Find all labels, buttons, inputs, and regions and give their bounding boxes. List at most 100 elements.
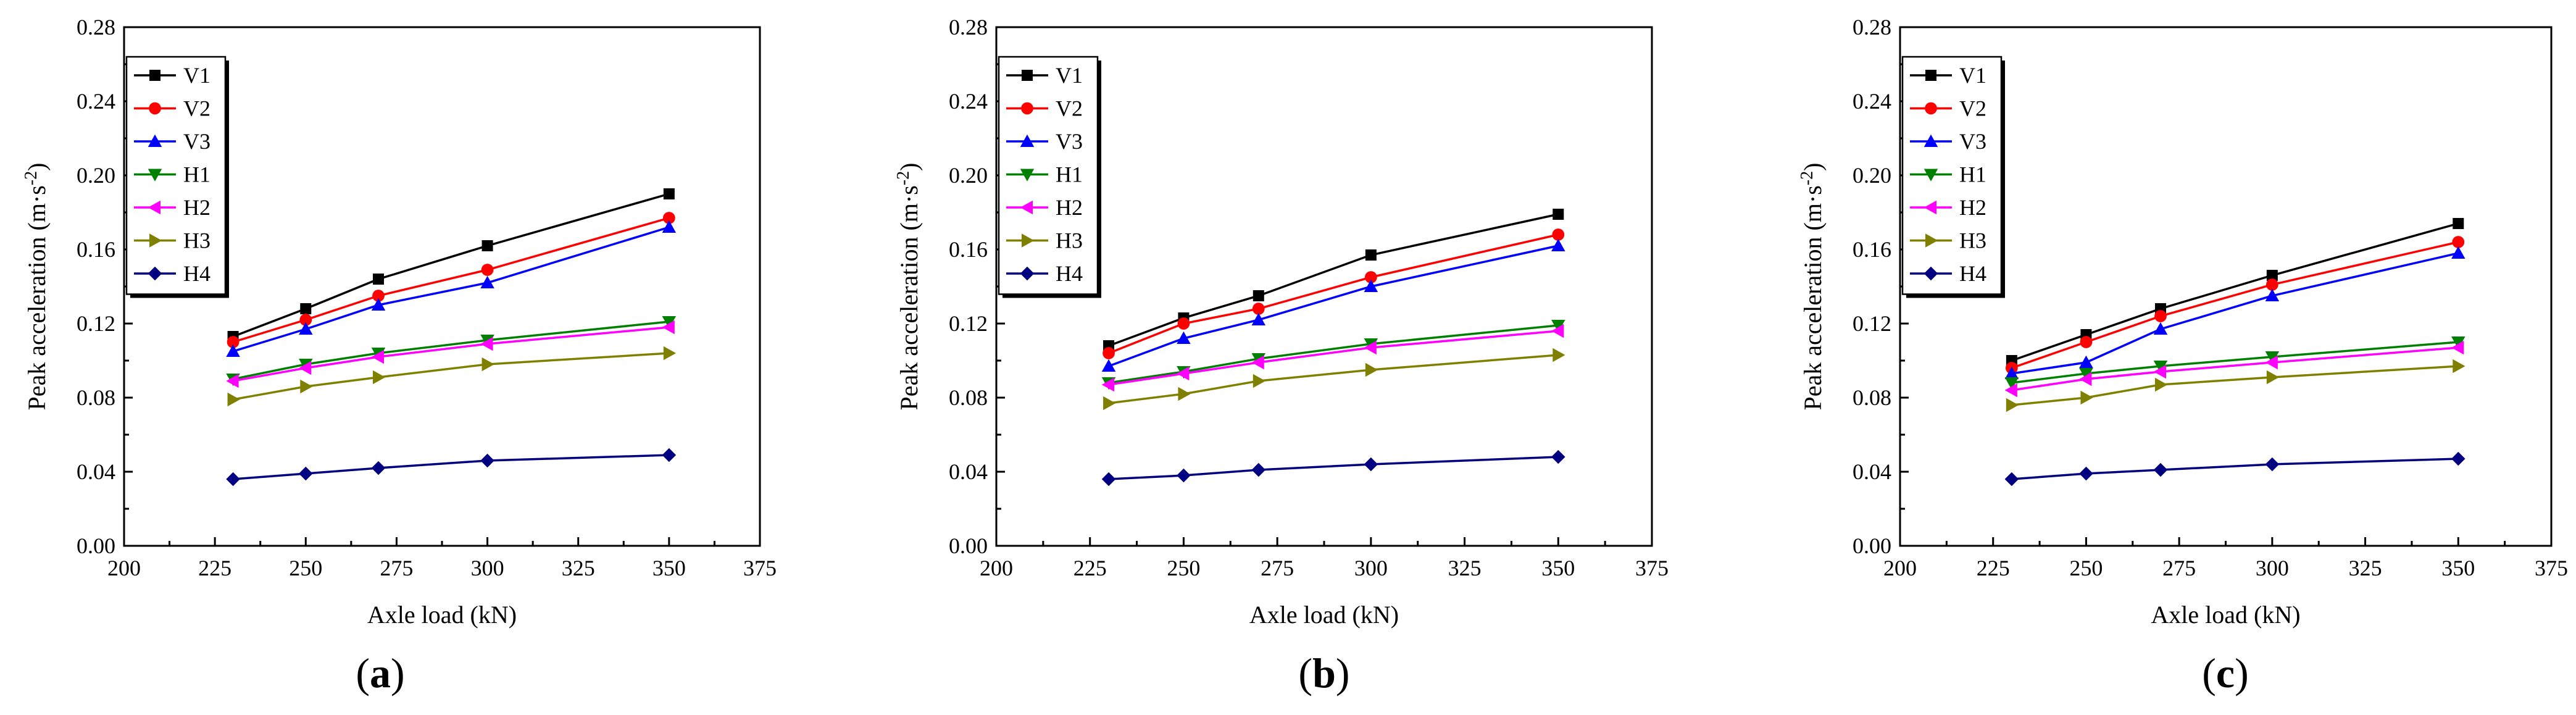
data-point: [1177, 366, 1190, 381]
data-point: [299, 314, 312, 326]
legend: V1 V2 V3 H1 H2 H3 H4: [1901, 56, 2005, 298]
y-tick-label: 0.08: [1853, 385, 1891, 410]
x-tick-label: 200: [980, 556, 1013, 580]
legend-label-v1: V1: [183, 63, 210, 88]
y-tick-label: 0.28: [77, 15, 115, 40]
series-line: [2011, 365, 2459, 406]
data-point: [1253, 290, 1264, 301]
legend-marker: [149, 233, 162, 248]
data-point: [2265, 278, 2278, 291]
data-point: [2453, 359, 2466, 374]
data-point: [662, 320, 675, 335]
y-tick-label: 0.20: [1853, 163, 1891, 188]
series-line: [2011, 241, 2459, 369]
legend-marker: [148, 169, 162, 182]
legend-label-v3: V3: [183, 129, 210, 154]
data-point: [2004, 383, 2017, 398]
series-v3: [1101, 238, 1565, 372]
data-point: [481, 357, 494, 372]
x-tick-label: 375: [743, 556, 777, 580]
legend: V1 V2 V3 H1 H2 H3 H4: [998, 56, 1101, 298]
series-line: [1108, 456, 1559, 480]
data-point: [662, 448, 677, 462]
series-line: [233, 326, 670, 382]
data-point: [1551, 449, 1565, 464]
data-point: [1553, 348, 1565, 362]
x-tick-label: 375: [1635, 556, 1669, 580]
x-tick-label: 300: [1354, 556, 1388, 580]
chart-panel-a: 200 225 250 275 300 325 350 375 0.00 0.04 0.08 0.12…: [22, 15, 777, 696]
data-point: [2155, 377, 2168, 392]
data-point: [481, 240, 493, 251]
y-tick-label: 0.08: [949, 385, 988, 410]
data-point: [2079, 355, 2093, 368]
series-v1: [1103, 209, 1564, 351]
data-point: [2080, 336, 2093, 348]
data-point: [2079, 368, 2093, 381]
series-h3: [227, 346, 677, 407]
data-point: [1364, 279, 1378, 292]
data-point: [1252, 303, 1265, 315]
data-point: [2266, 270, 2278, 281]
data-point: [373, 370, 386, 385]
series-h4: [1101, 449, 1565, 487]
legend-label-h2: H2: [1056, 195, 1083, 220]
series-h3: [1103, 348, 1565, 411]
series-v3: [2004, 246, 2466, 379]
data-point: [1253, 374, 1266, 388]
data-point: [372, 290, 385, 302]
data-point: [480, 337, 493, 351]
legend-marker: [148, 134, 162, 147]
x-tick-label: 325: [562, 556, 595, 580]
x-tick-label: 250: [1167, 556, 1200, 580]
y-tick-label: 0.00: [949, 533, 988, 558]
x-tick-label: 200: [1883, 556, 1917, 580]
series-line: [233, 454, 669, 480]
x-tick-label: 325: [1448, 556, 1482, 580]
data-point: [300, 379, 313, 394]
data-point: [2153, 364, 2166, 379]
legend-label-v1: V1: [1959, 63, 1986, 88]
data-point: [226, 374, 239, 388]
data-point: [1178, 387, 1191, 401]
data-point: [1177, 331, 1191, 344]
data-point: [1101, 359, 1116, 372]
x-tick-label: 225: [1073, 556, 1107, 580]
data-point: [2266, 370, 2280, 385]
series-h1: [1101, 320, 1565, 390]
legend-marker: [1924, 169, 1938, 182]
data-point: [480, 275, 494, 288]
legend-marker: [149, 102, 161, 115]
legend-label-v2: V2: [1056, 96, 1083, 121]
x-tick-label: 350: [2441, 556, 2475, 580]
data-point: [662, 316, 677, 329]
data-point: [1177, 468, 1191, 483]
data-point: [2080, 390, 2093, 405]
data-point: [373, 274, 384, 285]
legend-marker: [1925, 102, 1937, 115]
y-tick-label: 0.12: [1853, 311, 1891, 336]
y-tick-label: 0.24: [77, 89, 115, 114]
data-point: [1552, 228, 1565, 241]
series-line: [233, 352, 669, 401]
legend-label-h4: H4: [1959, 261, 1986, 286]
data-point: [299, 322, 313, 335]
data-point: [1101, 377, 1115, 392]
legend-label-h3: H3: [1056, 228, 1083, 253]
series-h2: [226, 320, 675, 388]
y-tick-label: 0.24: [949, 89, 988, 114]
legend: V1 V2 V3 H1 H2 H3 H4: [125, 56, 229, 298]
series-h3: [2006, 359, 2466, 412]
x-tick-label: 225: [198, 556, 231, 580]
series-v3: [226, 220, 677, 357]
data-point: [2153, 322, 2168, 335]
legend-label-h4: H4: [183, 261, 210, 286]
legend-label-h3: H3: [183, 228, 210, 253]
x-tick-label: 275: [2162, 556, 2196, 580]
x-tick-label: 300: [2256, 556, 2289, 580]
series-line: [2011, 458, 2459, 480]
series-h4: [2004, 451, 2466, 487]
data-point: [663, 188, 675, 199]
